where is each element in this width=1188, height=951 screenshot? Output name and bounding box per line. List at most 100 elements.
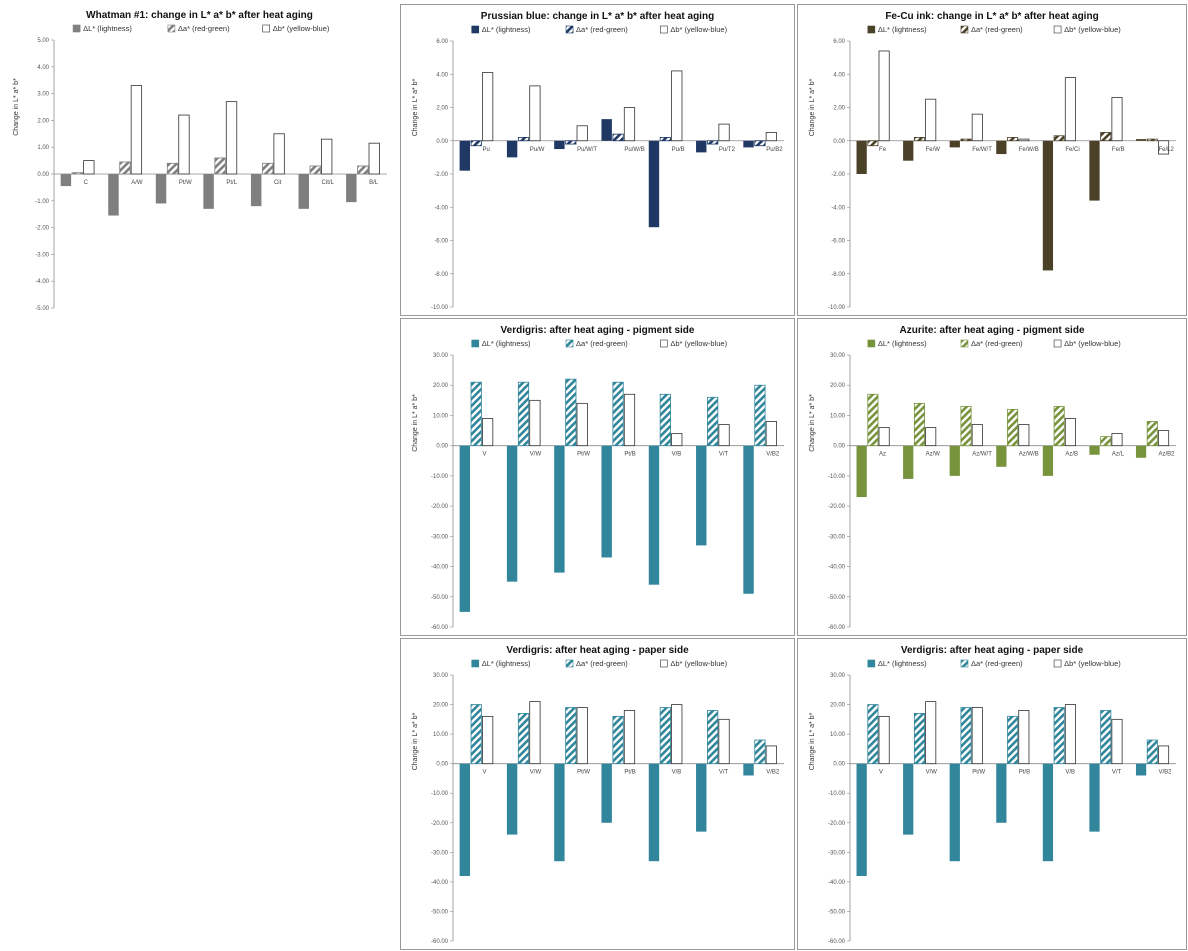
bar-da — [960, 405, 972, 447]
bar-dl — [250, 174, 262, 207]
y-tick-label: 20.00 — [830, 383, 846, 389]
legend-label: Δb* (yellow-blue) — [1064, 25, 1121, 34]
bar-dl — [1089, 445, 1100, 455]
bar-da — [913, 402, 925, 447]
bar-dl — [155, 174, 167, 204]
y-tick-label: 20.00 — [830, 703, 846, 709]
y-tick-label: -6.00 — [434, 239, 448, 245]
y-tick-label: -10.00 — [431, 474, 449, 480]
legend-swatch — [867, 25, 876, 34]
chart-panel-prussian-blue: Prussian blue: change in L* a* b* after … — [400, 4, 795, 316]
category-label: V — [483, 770, 487, 776]
y-tick-label: -40.00 — [828, 565, 846, 571]
bar-dl — [1135, 445, 1147, 458]
category-label: Fe — [879, 147, 887, 153]
legend-swatch — [565, 659, 574, 668]
bar-da — [960, 707, 972, 765]
y-tick-label: 0.00 — [833, 444, 845, 450]
bar-dl — [1089, 763, 1100, 832]
bar-db — [718, 718, 730, 765]
y-tick-label: -10.00 — [828, 791, 846, 797]
bar-dl — [856, 445, 867, 498]
chart-title: Whatman #1: change in L* a* b* after hea… — [86, 10, 313, 21]
bar-db — [482, 72, 494, 142]
y-tick-label: -30.00 — [431, 534, 449, 540]
bar-da — [659, 707, 671, 765]
bar-da — [659, 393, 671, 447]
bar-db — [925, 427, 937, 447]
chart-title: Azurite: after heat aging - pigment side — [899, 325, 1084, 336]
y-tick-label: 6.00 — [833, 39, 845, 45]
category-label: Pu/W — [530, 147, 545, 153]
y-tick-label: 2.00 — [436, 106, 448, 112]
legend-label: Δa* (red-green) — [971, 339, 1023, 348]
y-tick-label: 0.00 — [436, 139, 448, 145]
y-tick-label: 30.00 — [830, 673, 846, 679]
legend-label: ΔL* (lightness) — [878, 25, 927, 34]
category-label: Pu — [483, 147, 490, 153]
legend-swatch — [1053, 25, 1062, 34]
bar-dl — [506, 140, 518, 158]
y-tick-label: -40.00 — [431, 880, 449, 886]
bar-db — [576, 402, 588, 447]
bar-dl — [346, 174, 357, 203]
category-label: Pu/W/B — [624, 147, 644, 153]
y-tick-label: -2.00 — [831, 172, 845, 178]
bar-da — [565, 707, 577, 765]
bar-dl — [298, 174, 309, 209]
category-label: V/T — [1112, 770, 1122, 776]
bar-dl — [648, 763, 660, 862]
bar-da — [166, 162, 179, 175]
legend-label: Δb* (yellow-blue) — [670, 25, 727, 34]
bar-dl — [648, 445, 660, 585]
y-axis-label: Change in L* a* b* — [809, 394, 816, 452]
bar-db — [482, 715, 494, 765]
bar-da — [1100, 710, 1112, 765]
category-label: V/B — [672, 452, 682, 458]
category-label: C — [84, 180, 89, 186]
bar-da — [867, 140, 879, 147]
y-tick-label: -8.00 — [831, 272, 845, 278]
y-tick-label: -60.00 — [431, 625, 449, 631]
bar-db — [1064, 704, 1076, 765]
category-label: Az/W/T — [972, 452, 992, 458]
bar-dl — [1135, 139, 1147, 141]
y-tick-label: 10.00 — [433, 732, 449, 738]
y-tick-label: 2.00 — [833, 106, 845, 112]
bar-da — [1007, 409, 1019, 447]
y-axis-label: Change in L* a* b* — [412, 712, 419, 770]
legend-swatch — [867, 659, 876, 668]
bar-db — [1018, 138, 1030, 142]
bar-db — [1158, 745, 1170, 765]
bar-da — [1146, 138, 1158, 142]
bar-db — [1018, 710, 1030, 765]
chart-panel-verdigris-paper-1: Verdigris: after heat aging - paper side… — [400, 638, 795, 950]
bar-da — [1007, 137, 1019, 142]
bar-da — [612, 133, 624, 142]
chart-panel-whatman: Whatman #1: change in L* a* b* after hea… — [2, 4, 397, 316]
bar-db — [273, 133, 285, 175]
category-label: Fe/W — [926, 147, 941, 153]
bar-dl — [903, 140, 914, 161]
bar-da — [612, 381, 624, 447]
bar-da — [707, 710, 719, 765]
bar-db — [878, 427, 890, 447]
y-tick-label: 3.00 — [37, 92, 49, 98]
bar-db — [925, 98, 937, 142]
bar-db — [765, 132, 777, 142]
y-tick-label: -4.00 — [831, 205, 845, 211]
y-tick-label: -20.00 — [828, 821, 846, 827]
category-label: Fe/W/B — [1019, 147, 1039, 153]
bar-da — [71, 172, 83, 175]
bar-da — [612, 715, 624, 765]
bar-dl — [203, 174, 214, 209]
bar-da — [357, 165, 369, 175]
y-axis-label: Change in L* a* b* — [412, 78, 419, 136]
bar-db — [1111, 433, 1123, 447]
y-tick-label: 0.00 — [436, 762, 448, 768]
y-tick-label: 5.00 — [37, 38, 49, 44]
bar-dl — [459, 445, 471, 612]
legend-label: ΔL* (lightness) — [878, 339, 927, 348]
y-tick-label: -60.00 — [828, 625, 846, 631]
category-label: Pt/B — [624, 770, 635, 776]
